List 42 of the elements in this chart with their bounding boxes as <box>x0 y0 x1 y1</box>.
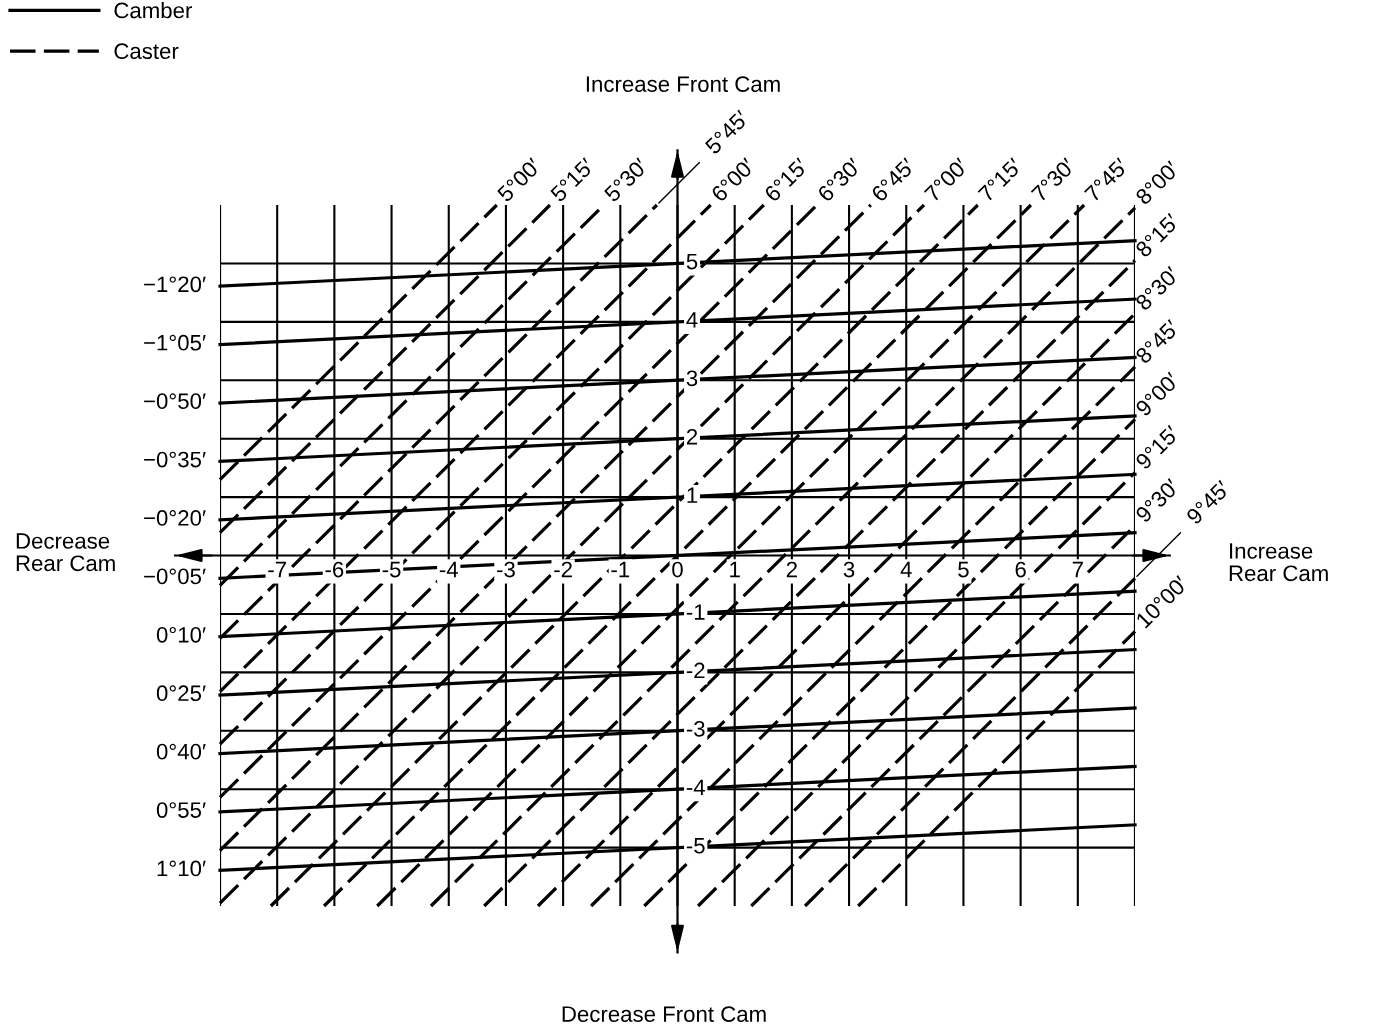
text: Decrease Front Cam <box>562 1006 766 1022</box>
y-tick-label: 2 <box>686 428 698 445</box>
annotation: 0°55′ <box>156 802 206 818</box>
annotation: 1°10′ <box>157 860 206 877</box>
x-tick-label: 3 <box>843 561 855 578</box>
y-tick-label: -4 <box>686 779 705 795</box>
legend-label: Caster <box>114 43 179 60</box>
x-tick-label: 4 <box>900 561 912 578</box>
x-tick-label: -2 <box>554 561 572 578</box>
y-tick-label: 5 <box>686 253 698 270</box>
y-tick-label: -5 <box>686 838 705 854</box>
text: Increase Front Cam <box>586 76 780 92</box>
text: Increase Rear Cam <box>1229 543 1328 582</box>
y-tick-label: 3 <box>686 370 698 387</box>
x-tick-label: 2 <box>786 561 797 578</box>
legend-label: Camber <box>114 2 192 19</box>
annotation: 0°25′ <box>156 685 206 702</box>
y-tick-label: 4 <box>686 312 698 328</box>
x-tick-label: -4 <box>439 561 458 578</box>
x-tick-label: -5 <box>382 561 401 578</box>
y-tick-label: -1 <box>686 604 705 620</box>
annotation: −0°35′ <box>144 451 206 468</box>
x-tick-label: 0 <box>672 561 683 578</box>
annotation: −1°20′ <box>144 276 206 293</box>
annotation: −0°50′ <box>144 393 206 409</box>
x-tick-label: -6 <box>325 561 344 578</box>
annotation: 0°40′ <box>156 743 206 760</box>
x-tick-label: -1 <box>611 561 630 578</box>
annotation: 0°10′ <box>156 626 206 643</box>
y-tick-label: -2 <box>686 662 705 679</box>
x-tick-label: 1 <box>730 561 740 578</box>
x-tick-label: -3 <box>497 561 515 578</box>
y-tick-label: -3 <box>686 720 705 737</box>
x-tick-label: 7 <box>1072 561 1083 578</box>
x-tick-label: -7 <box>268 561 286 578</box>
annotation: −0°20′ <box>144 510 206 526</box>
x-tick-label: 5 <box>958 561 969 578</box>
annotation: −0°05′ <box>144 568 206 585</box>
x-tick-label: 6 <box>1015 561 1026 578</box>
annotation: −1°05′ <box>144 334 206 351</box>
text: Decrease Rear Cam <box>16 533 115 572</box>
y-tick-label: 1 <box>687 487 698 503</box>
